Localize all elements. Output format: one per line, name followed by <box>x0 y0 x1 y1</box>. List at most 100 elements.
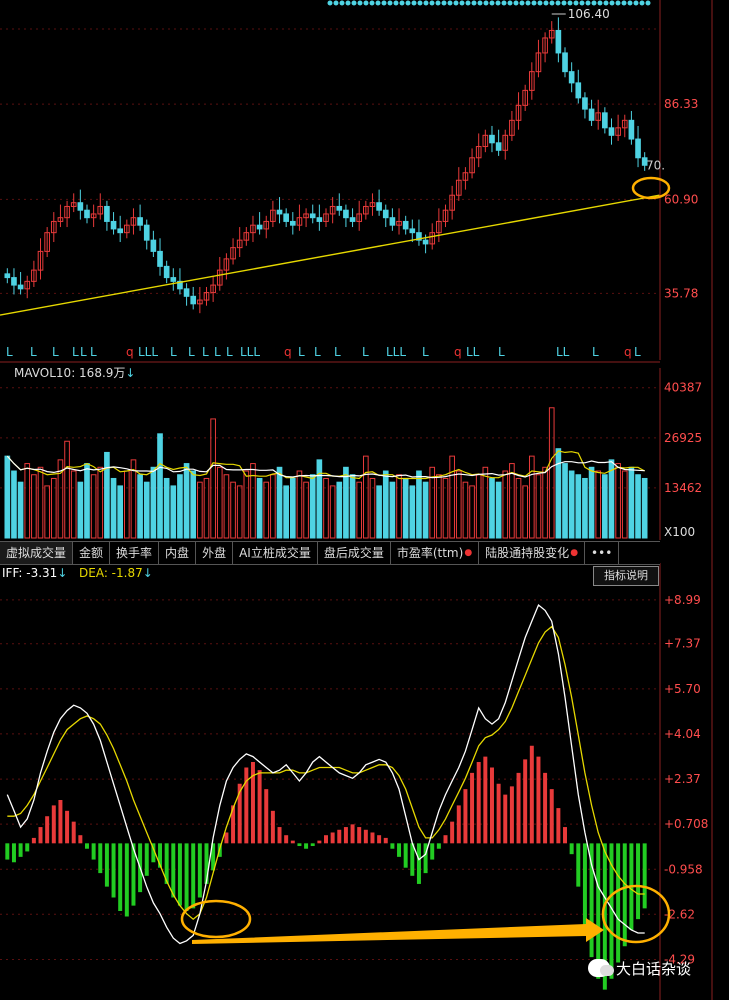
volume-bar <box>475 474 482 539</box>
macd-axis-label: +4.04 <box>664 727 701 741</box>
candle-body <box>376 202 382 211</box>
tab-8[interactable]: 陆股通持股变化● <box>479 542 586 564</box>
volume-bar <box>329 485 336 539</box>
candle-body <box>130 217 137 226</box>
candle-body <box>555 29 562 54</box>
event-marker: L <box>80 345 87 359</box>
macd-axis-label: +2.37 <box>664 772 701 786</box>
candle-body <box>475 146 482 159</box>
macd-axis-label: -2.62 <box>664 907 695 921</box>
candle-body <box>568 71 575 84</box>
candle-body <box>469 157 475 174</box>
candle-body <box>336 205 343 211</box>
top-marker <box>333 0 339 6</box>
candle-body <box>236 239 243 249</box>
candle-body <box>84 209 90 219</box>
volume-bar <box>495 481 502 539</box>
candle-body <box>635 138 641 159</box>
volume-bar <box>64 440 70 539</box>
tab-6[interactable]: 盘后成交量 <box>318 542 391 564</box>
volume-bar <box>197 481 203 539</box>
indicator-note-button[interactable]: 指标说明 <box>593 566 659 586</box>
volume-bar <box>157 433 163 539</box>
candle-body <box>489 134 495 144</box>
candle-body <box>150 239 157 252</box>
candle-body <box>343 209 349 219</box>
candle-body <box>197 299 203 305</box>
mavol-label: MAVOL10: 168.9万↓ <box>14 366 136 380</box>
volume-bar <box>203 477 210 539</box>
candle-body <box>110 220 117 230</box>
top-marker <box>369 0 375 6</box>
candle-body <box>422 239 429 245</box>
event-marker: LLL <box>240 345 260 359</box>
candle-body <box>70 202 77 207</box>
volume-axis-label: 26925 <box>664 431 702 445</box>
price-axis-label: 60.90 <box>664 192 698 206</box>
tab-5[interactable]: AI立桩成交量 <box>233 542 318 564</box>
candle-body <box>256 224 263 230</box>
candle-body <box>157 250 163 267</box>
candle-body <box>595 112 602 121</box>
candle-body <box>203 292 210 301</box>
volume-bar <box>628 466 635 539</box>
price-axis-label: 86.33 <box>664 97 698 111</box>
candle-body <box>542 37 548 54</box>
event-marker: L <box>72 345 79 359</box>
candle-body <box>31 269 37 282</box>
tab-label: AI立桩成交量 <box>239 546 311 560</box>
candle-body <box>429 232 436 245</box>
candle-body <box>243 232 250 241</box>
candle-body <box>289 220 296 226</box>
candle-body <box>522 89 528 106</box>
candle-body <box>190 295 197 305</box>
candle-body <box>163 265 170 279</box>
candle-body <box>37 250 44 271</box>
volume-bar <box>309 474 316 539</box>
top-marker <box>627 0 633 6</box>
price-highlight-ellipse <box>631 176 671 200</box>
event-marker: L <box>314 345 321 359</box>
top-marker <box>465 0 471 6</box>
price-axis-label: 70. <box>646 158 665 172</box>
candle-body <box>509 119 515 136</box>
volume-bar <box>77 481 84 539</box>
volume-bar <box>316 459 323 539</box>
volume-bar <box>575 474 582 539</box>
volume-bar <box>402 477 409 539</box>
tab-7[interactable]: 市盈率(ttm)● <box>391 542 480 564</box>
volume-bar <box>44 485 50 539</box>
event-marker: q <box>126 345 134 359</box>
volume-bar <box>482 466 489 539</box>
tab-1[interactable]: 金额 <box>73 542 111 564</box>
candle-body <box>562 52 568 73</box>
top-marker <box>567 0 573 6</box>
top-marker <box>459 0 465 6</box>
volume-bar <box>57 459 64 539</box>
volume-bar <box>641 477 648 539</box>
candle-body <box>11 277 17 286</box>
top-marker <box>597 0 603 6</box>
candle-body <box>363 205 369 215</box>
volume-bar <box>615 463 621 539</box>
tab-4[interactable]: 外盘 <box>196 542 234 564</box>
volume-bar <box>17 481 24 539</box>
tab-label: 陆股通持股变化 <box>485 546 570 560</box>
tab-2[interactable]: 换手率 <box>110 542 160 564</box>
tab-label: 虚拟成交量 <box>6 546 67 560</box>
event-marker: L <box>170 345 177 359</box>
top-marker <box>399 0 405 6</box>
top-marker <box>561 0 567 6</box>
tab-9[interactable]: ••• <box>585 542 620 564</box>
volume-bar <box>568 470 575 539</box>
candle-body <box>77 202 84 211</box>
tab-badge: ● <box>464 548 473 558</box>
volume-bar <box>163 477 170 539</box>
tab-0[interactable]: 虚拟成交量 <box>0 542 74 564</box>
tab-badge: ● <box>570 548 579 558</box>
volume-bar <box>621 470 628 539</box>
volume-bar <box>363 455 369 539</box>
volume-bar <box>276 466 283 539</box>
tab-3[interactable]: 内盘 <box>159 542 197 564</box>
